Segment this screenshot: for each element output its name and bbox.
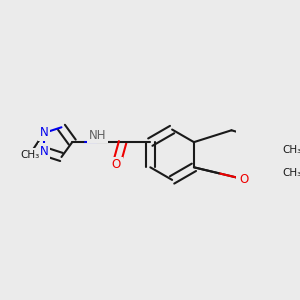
Text: O: O xyxy=(239,173,248,186)
Text: N: N xyxy=(40,127,48,140)
Text: N: N xyxy=(40,145,48,158)
Text: CH₃: CH₃ xyxy=(283,168,300,178)
Text: CH₃: CH₃ xyxy=(20,150,40,160)
Text: CH₃: CH₃ xyxy=(283,146,300,155)
Text: NH: NH xyxy=(89,129,106,142)
Text: O: O xyxy=(112,158,121,171)
